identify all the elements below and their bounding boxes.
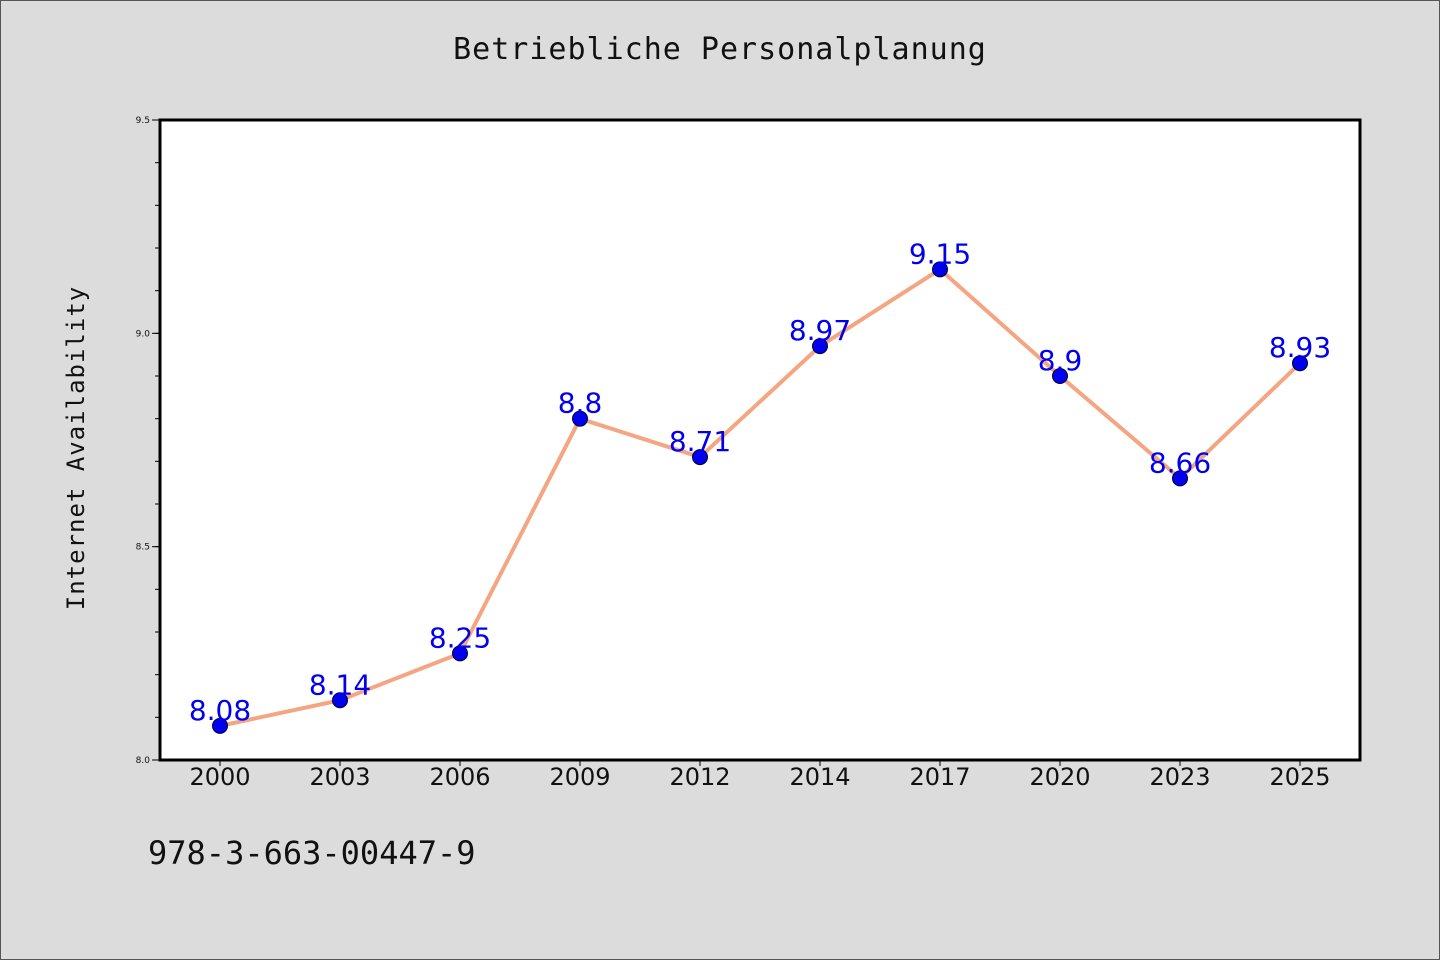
y-axis: 8.0 8.5 9.0 9.5 bbox=[136, 116, 160, 766]
data-label-layer: 8.08 8.14 8.25 8.8 8.71 8.97 9.15 8.9 8.66 8.93 bbox=[189, 237, 1331, 727]
y-tick-label: 9.0 bbox=[136, 329, 151, 339]
x-axis: 2000 2003 2006 2009 2012 2014 2017 2020 2023 2025 bbox=[189, 760, 1331, 791]
data-point bbox=[572, 410, 588, 427]
x-tick-label: 2003 bbox=[309, 763, 370, 791]
data-label: 8.14 bbox=[309, 668, 371, 701]
data-point bbox=[452, 645, 468, 662]
data-point bbox=[1172, 470, 1188, 487]
data-label: 8.71 bbox=[669, 425, 731, 458]
x-tick-label: 2009 bbox=[549, 763, 610, 791]
x-tick-label: 2023 bbox=[1149, 763, 1210, 791]
x-tick-label: 2014 bbox=[789, 763, 850, 791]
y-tick-label: 8.0 bbox=[136, 756, 151, 766]
y-tick-label: 8.5 bbox=[136, 543, 150, 553]
series-layer bbox=[212, 261, 1308, 734]
chart-title: Betriebliche Personalplanung bbox=[453, 32, 987, 67]
data-point bbox=[932, 261, 948, 278]
x-tick-label: 2000 bbox=[189, 763, 250, 791]
x-tick-label: 2025 bbox=[1269, 763, 1330, 791]
footer-isbn: 978-3-663-00447-9 bbox=[148, 834, 476, 872]
data-label: 8.66 bbox=[1149, 446, 1211, 479]
data-label: 8.93 bbox=[1269, 331, 1331, 364]
data-label: 8.8 bbox=[558, 387, 603, 420]
data-label: 8.25 bbox=[429, 621, 491, 654]
data-point bbox=[332, 692, 348, 709]
x-tick-label: 2017 bbox=[909, 763, 970, 791]
data-label: 8.08 bbox=[189, 694, 251, 727]
x-tick-label: 2012 bbox=[669, 763, 730, 791]
data-point bbox=[1292, 355, 1308, 372]
series-line bbox=[218, 267, 1302, 728]
y-tick-label: 9.5 bbox=[136, 116, 150, 126]
data-point bbox=[212, 717, 228, 734]
data-label: 9.15 bbox=[909, 237, 971, 270]
data-point bbox=[1052, 368, 1068, 384]
data-label: 8.9 bbox=[1038, 344, 1083, 377]
plot-area bbox=[158, 118, 1362, 762]
data-label: 8.97 bbox=[789, 314, 851, 347]
x-tick-label: 2006 bbox=[429, 763, 490, 791]
data-point bbox=[692, 449, 708, 466]
x-tick-label: 2020 bbox=[1029, 763, 1090, 791]
data-point bbox=[812, 338, 828, 355]
